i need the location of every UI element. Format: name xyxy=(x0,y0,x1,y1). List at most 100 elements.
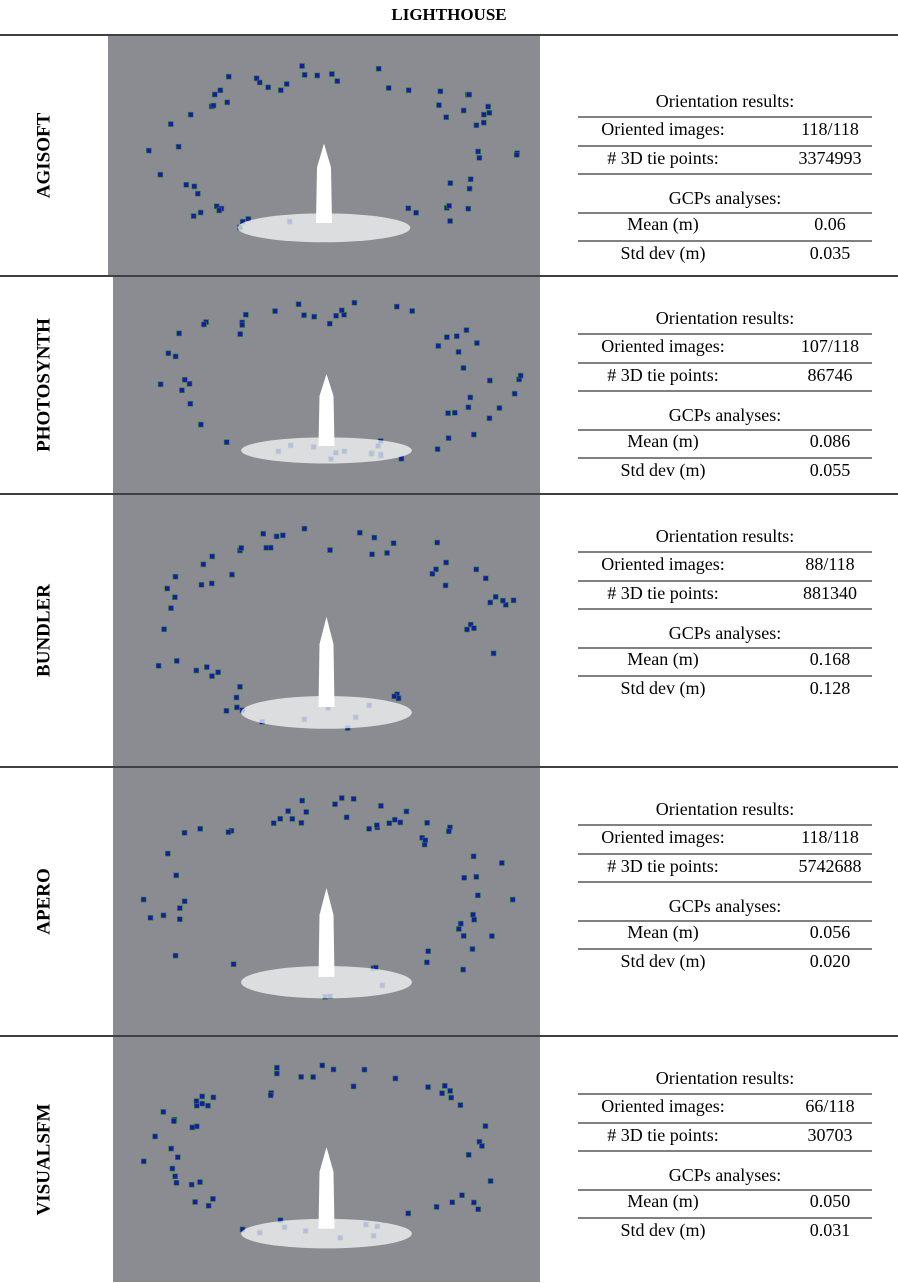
camera xyxy=(216,670,221,675)
camera xyxy=(204,665,209,670)
camera xyxy=(198,210,203,215)
camera xyxy=(302,526,307,531)
camera xyxy=(211,1095,216,1100)
camera xyxy=(438,89,443,94)
cell-value: 0.031 xyxy=(810,1220,851,1240)
camera xyxy=(217,208,222,213)
camera xyxy=(440,1091,445,1096)
camera xyxy=(300,798,305,803)
row-label: PHOTOSYNTH xyxy=(33,318,54,452)
camera xyxy=(461,365,466,370)
section-heading: GCPs analyses: xyxy=(669,896,782,916)
camera xyxy=(177,917,182,922)
camera xyxy=(406,1211,411,1216)
camera xyxy=(476,149,481,154)
camera xyxy=(201,322,206,327)
camera xyxy=(173,1174,178,1179)
camera xyxy=(464,328,469,333)
camera xyxy=(174,873,179,878)
camera xyxy=(328,548,333,553)
camera xyxy=(193,1199,198,1204)
camera xyxy=(351,1084,356,1089)
camera xyxy=(320,1063,325,1068)
camera xyxy=(302,72,307,77)
camera xyxy=(435,540,440,545)
camera xyxy=(158,172,163,177)
cell-value: 0.086 xyxy=(810,431,851,451)
cell-value: 0.020 xyxy=(810,951,851,971)
camera xyxy=(315,73,320,78)
camera xyxy=(189,1182,194,1187)
cell-label: # 3D tie points: xyxy=(607,1125,719,1145)
camera xyxy=(444,115,449,120)
camera xyxy=(387,821,392,826)
camera xyxy=(518,373,523,378)
camera xyxy=(351,796,356,801)
camera xyxy=(209,581,214,586)
camera xyxy=(486,104,491,109)
camera xyxy=(474,341,479,346)
camera xyxy=(488,1179,493,1184)
cell-label: Std dev (m) xyxy=(621,243,706,264)
camera xyxy=(168,122,173,127)
camera xyxy=(466,206,471,211)
cell-label: Oriented images: xyxy=(601,827,724,847)
camera xyxy=(172,595,177,600)
section-heading: GCPs analyses: xyxy=(669,188,782,208)
camera xyxy=(410,309,415,314)
camera xyxy=(177,331,182,336)
camera xyxy=(257,80,262,85)
camera xyxy=(229,572,234,577)
camera xyxy=(194,668,199,673)
row-label: APERO xyxy=(33,868,54,935)
cell-label: # 3D tie points: xyxy=(607,365,719,385)
camera xyxy=(273,309,278,314)
camera xyxy=(296,302,301,307)
camera xyxy=(238,332,243,337)
camera xyxy=(182,899,187,904)
camera xyxy=(374,823,379,828)
camera xyxy=(304,809,309,814)
camera xyxy=(224,440,229,445)
camera xyxy=(499,860,504,865)
camera xyxy=(487,416,492,421)
camera xyxy=(423,838,428,843)
camera xyxy=(393,1076,398,1081)
camera xyxy=(280,533,285,538)
camera xyxy=(459,1193,464,1198)
camera xyxy=(425,820,430,825)
camera xyxy=(231,962,236,967)
camera xyxy=(161,913,166,918)
cell-value: 3374993 xyxy=(799,148,862,168)
camera xyxy=(190,1125,195,1130)
cell-value: 5742688 xyxy=(799,856,862,876)
camera xyxy=(487,110,492,115)
camera xyxy=(426,949,431,954)
point-cloud-image xyxy=(113,277,540,493)
camera xyxy=(184,182,189,187)
camera xyxy=(268,545,273,550)
section-heading: GCPs analyses: xyxy=(669,623,782,643)
camera xyxy=(352,300,357,305)
cell-label: # 3D tie points: xyxy=(607,148,719,168)
ground-cloud xyxy=(241,966,412,998)
camera xyxy=(175,1155,180,1160)
camera xyxy=(510,897,515,902)
camera xyxy=(430,571,435,576)
camera xyxy=(434,1204,439,1209)
camera xyxy=(398,820,403,825)
cell-label: Oriented images: xyxy=(601,336,724,356)
camera xyxy=(271,821,276,826)
camera xyxy=(177,906,182,911)
cell-label: Mean (m) xyxy=(627,214,698,235)
cell-label: Mean (m) xyxy=(627,431,698,452)
camera xyxy=(468,177,473,182)
cell-value: 86746 xyxy=(808,365,853,385)
camera xyxy=(378,803,383,808)
camera xyxy=(467,186,472,191)
camera xyxy=(476,1207,481,1212)
camera xyxy=(141,897,146,902)
camera xyxy=(224,708,229,713)
camera xyxy=(339,308,344,313)
camera xyxy=(165,851,170,856)
